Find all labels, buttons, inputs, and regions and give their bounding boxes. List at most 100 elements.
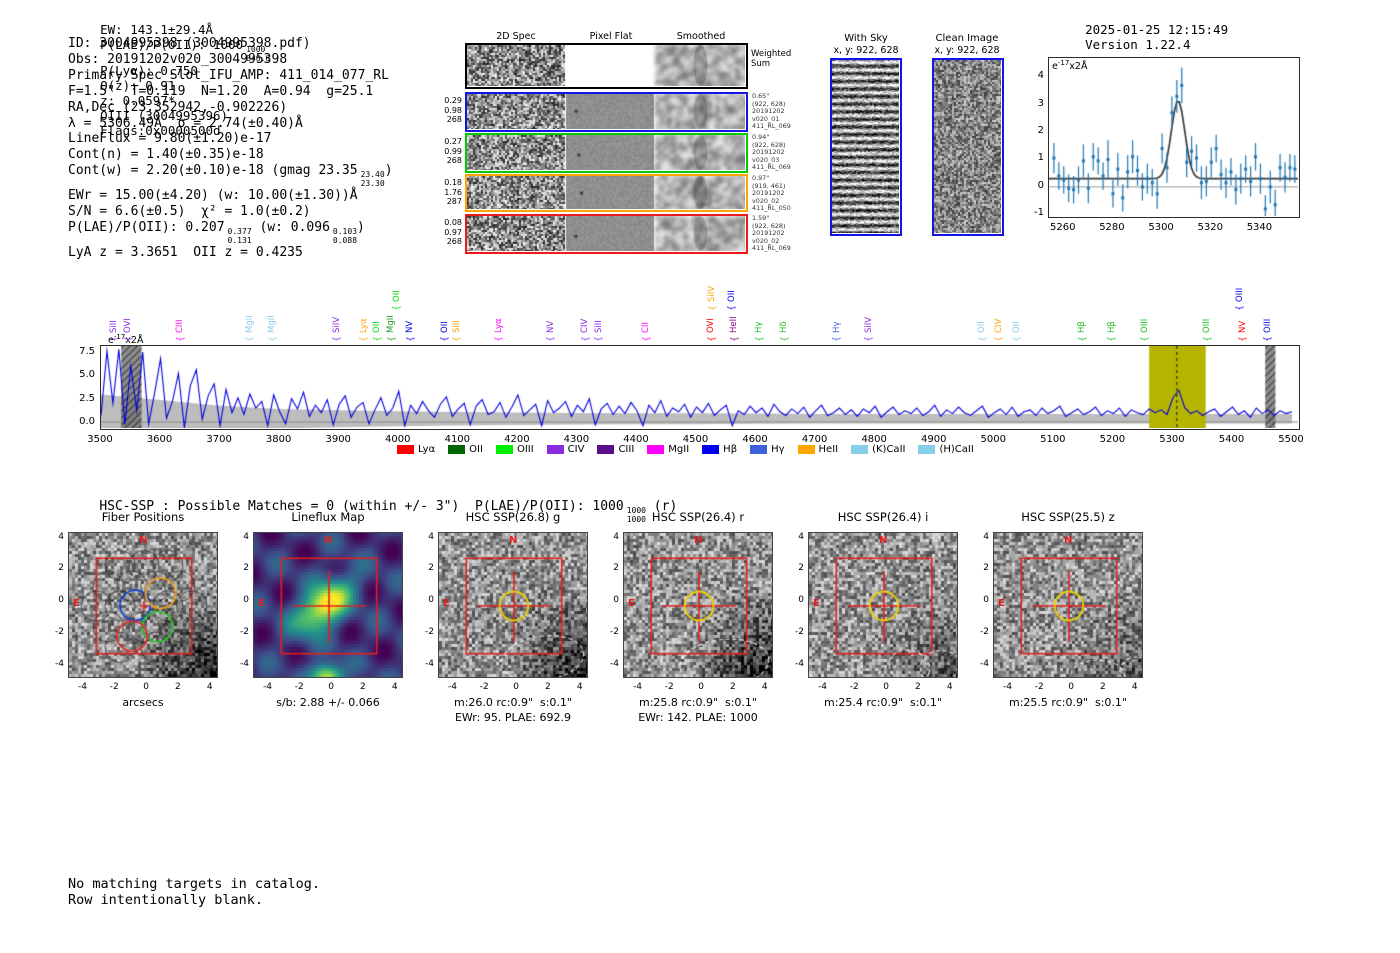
header-flags: Flags:0x0000500d [100, 123, 221, 138]
cutout-x-tick: 0 [883, 682, 889, 692]
line-marker-label: CIV [580, 318, 591, 333]
spectrum-y-tick: 2.5 [79, 392, 95, 404]
line-marker-brace: } [778, 336, 789, 342]
line-marker-label: SiII [109, 320, 120, 333]
unit-rest: x2Å [125, 335, 144, 347]
line-marker-brace: } [330, 336, 341, 342]
cutout-x-tick: 4 [946, 682, 953, 692]
cutout-y-tick: -4 [980, 658, 989, 669]
fiber-weight-value: 0.99 [444, 146, 462, 156]
legend-item: Lyα [397, 444, 435, 455]
line-marker-label: OVI [123, 318, 134, 333]
header-plae-fraction: 1000 846.6 [246, 45, 271, 63]
cutout-x-tick: -4 [448, 682, 457, 692]
legend-swatch [702, 445, 720, 454]
compass-north-4: N [879, 535, 888, 546]
unit-base: e [108, 335, 114, 347]
frac-bottom: 0.088 [332, 235, 358, 245]
cutout-y-tick: 0 [243, 595, 249, 606]
unit-exp: -17 [113, 333, 126, 341]
cutout-x-tick: 2 [730, 682, 736, 692]
info-text: S/N = 6.6(±0.5) χ² = 1.0(±0.2) [68, 204, 311, 220]
fiber-detail-value: (922, 628) [752, 221, 786, 230]
cutout-image-1 [253, 532, 403, 678]
spectrum-y-tick: 5.0 [79, 369, 95, 381]
zoom-y-tick: 0 [1037, 179, 1044, 191]
cutout-x-tick: 0 [698, 682, 704, 692]
spec2d-row-left-labels: 0.08 0.97 268 [438, 218, 462, 247]
spectrum-y-tick: 7.5 [79, 346, 95, 358]
header-line-id: OIII (3004995396) [100, 108, 229, 123]
line-marker-brace: } [385, 336, 396, 342]
line-marker-label: Hβ [1077, 321, 1088, 333]
spectrum-legend: Lyα OII OIII CIV CIII MgII Hβ Hγ HeII (K)CaII (H)C… [397, 444, 987, 455]
cutout-caption-0-0: arcsecs [122, 696, 164, 709]
frac-bottom: 23.30 [360, 178, 385, 188]
cutout-x-tick: 2 [1100, 682, 1106, 692]
line-marker-label: OII [391, 290, 402, 302]
spectrum-x-tick: 5100 [1040, 434, 1066, 445]
spec2d-col-title-0: 2D Spec [496, 31, 536, 42]
legend-label: CIV [567, 444, 585, 455]
cutout-x-tick: -4 [633, 682, 642, 692]
header-qz: Q(z): 0.91 [100, 78, 176, 93]
cutout-title-4: HSC SSP(26.4) i [837, 510, 929, 524]
info-line-5: λ = 5306.49Å σ = 2.74(±0.40)Å [68, 116, 393, 132]
line-marker-brace: } [1234, 305, 1245, 311]
compass-north-0: N [139, 535, 148, 546]
info-line-1: Obs: 20191202v020_3004995398 [68, 52, 393, 68]
spectrum-x-tick: 3600 [146, 434, 173, 445]
cutout-x-tick: -4 [818, 682, 827, 692]
info-line-10: S/N = 6.6(±0.5) χ² = 1.0(±0.2) [68, 204, 393, 220]
fiber-weight-value: 268 [446, 237, 462, 246]
line-marker-brace: } [358, 336, 369, 342]
compass-north-3: N [694, 535, 703, 546]
with-sky-image-canvas [832, 60, 899, 233]
with-sky-coords: x, y: 922, 628 [833, 45, 899, 56]
hsc-match-suffix: (r) [653, 499, 678, 514]
fiber-detail-value: (919, 461) [752, 181, 786, 190]
line-marker-brace: } [404, 336, 415, 342]
cutout-x-tick: -2 [294, 682, 304, 692]
frac-top: 0.103 [332, 227, 358, 237]
line-marker-label: OIII [1202, 318, 1213, 333]
spectrum-x-tick: 4600 [742, 434, 768, 445]
cutout-y-tick: -2 [425, 626, 434, 637]
spec2d-row-0 [465, 43, 748, 89]
line-marker-brace: } [640, 336, 651, 342]
cutout-caption-4-0: m:25.4 rc:0.9" s:0.1" [824, 696, 942, 709]
cutout-image-4-canvas [809, 533, 957, 677]
cutout-title-3: HSC SSP(26.4) r [651, 510, 745, 524]
cutout-y-tick: 0 [428, 595, 434, 606]
info-text: P(LAE)/P(OII): 0.207 [68, 220, 225, 236]
cutout-y-tick: 2 [243, 563, 249, 574]
line-marker-brace: } [1106, 336, 1117, 342]
cutout-y-tick: -2 [240, 626, 249, 637]
cutout-y-tick: 2 [798, 563, 804, 574]
fiber-detail-value: 411_RL_069 [752, 163, 791, 172]
info-line-7: Cont(n) = 1.40(±0.35)e-18 [68, 147, 393, 163]
weighted-sum-label-line: Sum [751, 58, 771, 69]
spectrum-x-tick: 3700 [206, 434, 232, 445]
legend-label: Hβ [723, 444, 738, 455]
line-marker-label: MgII [386, 315, 397, 333]
hsc-match-line: HSC-SSP : Possible Matches = 0 (within +… [68, 484, 677, 539]
info-text: F=1.5" T=0.119 N=1.20 A=0.94 g=25.1 [68, 83, 374, 99]
fiber-detail-value: (922, 628) [752, 140, 786, 149]
line-marker-label: SiIV [331, 316, 342, 333]
line-marker-label: OVI [706, 318, 717, 333]
fiber-detail-value: v020_02 [752, 236, 780, 245]
fiber-detail-value: 0.94" [752, 133, 770, 141]
line-marker-brace: } [579, 336, 590, 342]
legend-label: Lyα [418, 444, 436, 455]
line-marker-brace: } [1201, 336, 1212, 342]
fiber-detail-value: 0.97" [752, 174, 770, 182]
cutout-x-tick: 4 [391, 682, 398, 692]
report-header: EW: 143.1±29.4Å P(LAE)/P(OII): 1000 1000 8… [70, 7, 285, 153]
cutout-x-tick: -2 [109, 682, 119, 692]
line-marker-label: MgII [244, 315, 255, 333]
line-marker-brace: } [451, 336, 462, 342]
cutout-image-4 [808, 532, 958, 678]
info-text: ) [357, 220, 365, 236]
legend-item: MgII [647, 444, 689, 455]
